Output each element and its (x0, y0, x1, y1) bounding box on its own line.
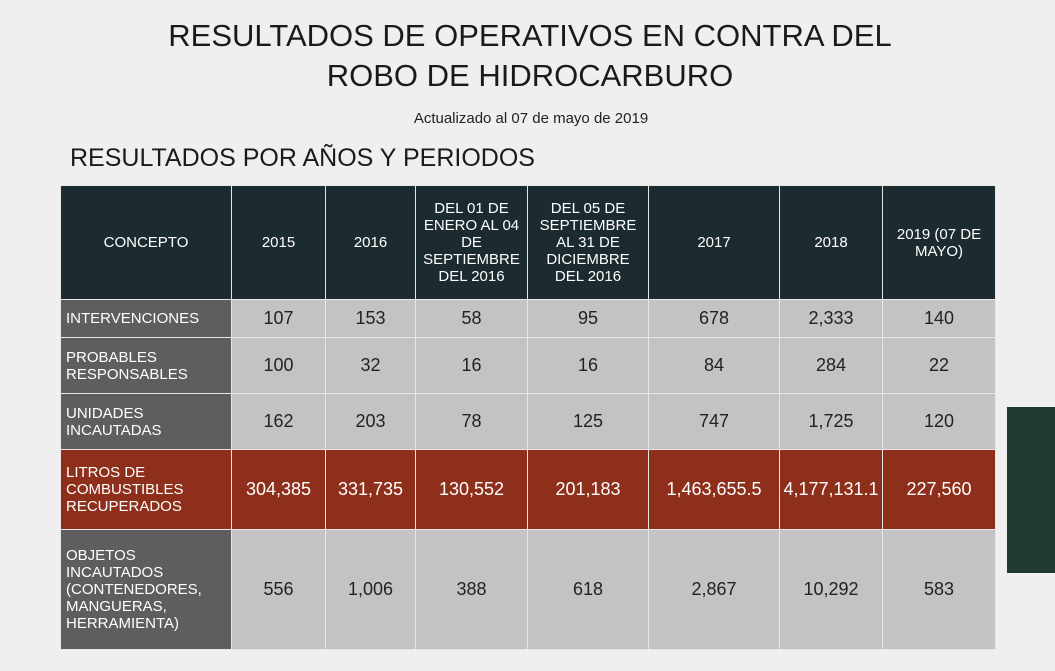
column-header: 2016 (325, 185, 416, 300)
table-row: PROBABLES RESPONSABLES 100 32 16 16 84 284 22 (60, 337, 996, 394)
table-row: UNIDADES INCAUTADAS 162 203 78 125 747 1,725 12… (60, 393, 996, 450)
cell: 162 (231, 393, 326, 450)
header-row: CONCEPTO 2015 2016 DEL 01 DE ENERO AL 04 DE… (60, 185, 996, 300)
row-label: INTERVENCIONES (60, 299, 232, 338)
column-header: 2017 (648, 185, 780, 300)
cell: 107 (231, 299, 326, 338)
title: ROBO DE HIDROCARBURO (326, 58, 734, 93)
cell: 331,735 (325, 449, 416, 530)
cell: 1,463,655.5 (648, 449, 780, 530)
cell: 130,552 (415, 449, 528, 530)
cell: 678 (648, 299, 780, 338)
cell: 4,177,131.1 (779, 449, 883, 530)
cell: 201,183 (527, 449, 649, 530)
row-label: UNIDADES INCAUTADAS (60, 393, 232, 450)
cell: 388 (415, 529, 528, 650)
cell: 747 (648, 393, 780, 450)
cell: 227,560 (882, 449, 996, 530)
title: RESULTADOS DE OPERATIVOS EN CONTRA DEL (168, 18, 892, 53)
cell: 284 (779, 337, 883, 394)
row-label: PROBABLES RESPONSABLES (60, 337, 232, 394)
column-header: 2015 (231, 185, 326, 300)
cell: 153 (325, 299, 416, 338)
cell: 120 (882, 393, 996, 450)
side-panel (1007, 407, 1055, 573)
cell: 2,333 (779, 299, 883, 338)
column-header: 2019 (07 DE MAYO) (882, 185, 996, 300)
cell: 2,867 (648, 529, 780, 650)
results-table: CONCEPTO 2015 2016 DEL 01 DE ENERO AL 04 DE… (60, 185, 996, 650)
cell: 95 (527, 299, 649, 338)
updated-note: Actualizado al 07 de mayo de 2019 (413, 110, 649, 127)
cell: 203 (325, 393, 416, 450)
table-row: INTERVENCIONES 107 153 58 95 678 2,333 140 (60, 299, 996, 338)
row-label: OBJETOS INCAUTADOS (CONTENEDORES, MANGUE… (60, 529, 232, 650)
section-heading: RESULTADOS POR AÑOS Y PERIODOS (70, 144, 535, 172)
table-row: LITROS DE COMBUSTIBLES RECUPERADOS 304,38… (60, 449, 996, 530)
column-header: CONCEPTO (60, 185, 232, 300)
cell: 618 (527, 529, 649, 650)
cell: 100 (231, 337, 326, 394)
cell: 304,385 (231, 449, 326, 530)
cell: 1,006 (325, 529, 416, 650)
column-header: DEL 01 DE ENERO AL 04 DE SEPTIEMBRE DEL … (415, 185, 528, 300)
cell: 16 (527, 337, 649, 394)
cell: 10,292 (779, 529, 883, 650)
cell: 32 (325, 337, 416, 394)
cell: 78 (415, 393, 528, 450)
cell: 140 (882, 299, 996, 338)
table-row: OBJETOS INCAUTADOS (CONTENEDORES, MANGUE… (60, 529, 996, 650)
cell: 556 (231, 529, 326, 650)
column-header: DEL 05 DE SEPTIEMBRE AL 31 DE DICIEMBRE … (527, 185, 649, 300)
column-header: 2018 (779, 185, 883, 300)
cell: 583 (882, 529, 996, 650)
cell: 1,725 (779, 393, 883, 450)
row-label: LITROS DE COMBUSTIBLES RECUPERADOS (60, 449, 232, 530)
cell: 22 (882, 337, 996, 394)
cell: 58 (415, 299, 528, 338)
cell: 84 (648, 337, 780, 394)
cell: 16 (415, 337, 528, 394)
cell: 125 (527, 393, 649, 450)
